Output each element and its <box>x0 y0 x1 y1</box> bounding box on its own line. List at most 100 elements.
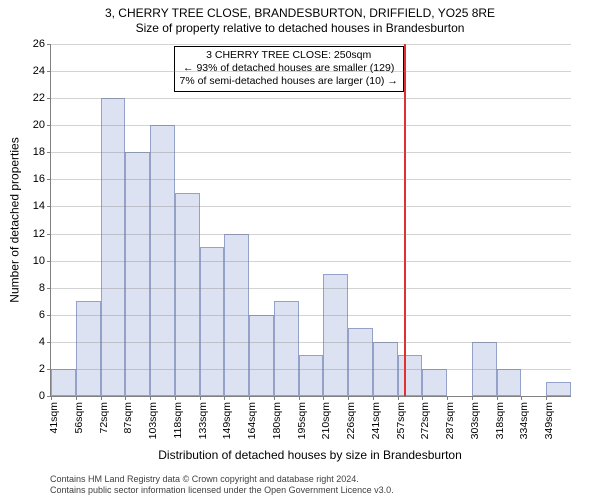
x-tick-label: 272sqm <box>419 402 431 439</box>
x-axis-label: Distribution of detached houses by size … <box>50 448 570 462</box>
y-tick-label: 10 <box>21 255 45 267</box>
annotation-line2: ← 93% of detached houses are smaller (12… <box>180 62 398 75</box>
x-tick-label: 87sqm <box>122 402 134 434</box>
y-tick-label: 4 <box>21 336 45 348</box>
gridline <box>51 315 571 316</box>
y-tick-mark <box>47 71 51 72</box>
x-tick-label: 118sqm <box>172 402 184 439</box>
y-tick-mark <box>47 261 51 262</box>
footer-attribution: Contains HM Land Registry data © Crown c… <box>50 474 394 497</box>
y-tick-label: 20 <box>21 119 45 131</box>
x-tick-label: 257sqm <box>395 402 407 439</box>
y-tick-label: 22 <box>21 92 45 104</box>
x-tick-mark <box>274 396 275 400</box>
x-tick-mark <box>125 396 126 400</box>
y-tick-mark <box>47 369 51 370</box>
y-axis-label-wrap: Number of detached properties <box>8 44 22 396</box>
x-tick-label: 318sqm <box>494 402 506 439</box>
y-tick-label: 14 <box>21 200 45 212</box>
x-tick-label: 180sqm <box>271 402 283 439</box>
y-tick-mark <box>47 125 51 126</box>
y-tick-mark <box>47 179 51 180</box>
histogram-bar <box>175 193 200 396</box>
gridline <box>51 152 571 153</box>
histogram-bar <box>249 315 274 396</box>
gridline <box>51 288 571 289</box>
x-tick-label: 226sqm <box>345 402 357 439</box>
gridline <box>51 206 571 207</box>
y-tick-label: 8 <box>21 282 45 294</box>
histogram-bar <box>101 98 126 396</box>
histogram-bar <box>546 382 571 396</box>
y-axis-label: Number of detached properties <box>8 137 22 302</box>
x-tick-mark <box>249 396 250 400</box>
histogram-bar <box>125 152 150 396</box>
gridline <box>51 234 571 235</box>
y-tick-label: 16 <box>21 173 45 185</box>
x-tick-mark <box>101 396 102 400</box>
x-tick-mark <box>200 396 201 400</box>
histogram-bar <box>200 247 225 396</box>
histogram-bar <box>323 274 348 396</box>
gridline <box>51 125 571 126</box>
annotation-line3: 7% of semi-detached houses are larger (1… <box>180 75 398 88</box>
x-tick-label: 195sqm <box>296 402 308 439</box>
histogram-bar <box>348 328 373 396</box>
histogram-bar <box>497 369 522 396</box>
histogram-bar <box>299 355 324 396</box>
y-tick-label: 2 <box>21 363 45 375</box>
x-tick-mark <box>51 396 52 400</box>
x-tick-label: 103sqm <box>147 402 159 439</box>
x-tick-label: 72sqm <box>98 402 110 434</box>
bars-group <box>51 44 571 396</box>
title-block: 3, CHERRY TREE CLOSE, BRANDESBURTON, DRI… <box>0 6 600 36</box>
gridline <box>51 342 571 343</box>
x-tick-mark <box>472 396 473 400</box>
x-tick-mark <box>521 396 522 400</box>
x-tick-mark <box>224 396 225 400</box>
y-tick-label: 18 <box>21 146 45 158</box>
y-tick-label: 0 <box>21 390 45 402</box>
x-tick-label: 349sqm <box>543 402 555 439</box>
x-tick-mark <box>422 396 423 400</box>
gridline <box>51 261 571 262</box>
y-tick-label: 26 <box>21 38 45 50</box>
y-tick-label: 6 <box>21 309 45 321</box>
chart-title-main: 3, CHERRY TREE CLOSE, BRANDESBURTON, DRI… <box>0 6 600 21</box>
x-tick-label: 41sqm <box>48 402 60 434</box>
x-tick-mark <box>398 396 399 400</box>
chart-container: 3, CHERRY TREE CLOSE, BRANDESBURTON, DRI… <box>0 0 600 500</box>
x-tick-label: 164sqm <box>246 402 258 439</box>
chart-title-sub: Size of property relative to detached ho… <box>0 21 600 36</box>
histogram-bar <box>398 355 423 396</box>
y-tick-mark <box>47 342 51 343</box>
annotation-box: 3 CHERRY TREE CLOSE: 250sqm ← 93% of det… <box>174 46 404 92</box>
y-tick-mark <box>47 288 51 289</box>
x-tick-label: 56sqm <box>73 402 85 434</box>
histogram-bar <box>51 369 76 396</box>
histogram-bar <box>422 369 447 396</box>
y-tick-mark <box>47 152 51 153</box>
x-tick-mark <box>447 396 448 400</box>
footer-line2: Contains public sector information licen… <box>50 485 394 496</box>
x-tick-mark <box>373 396 374 400</box>
footer-line1: Contains HM Land Registry data © Crown c… <box>50 474 394 485</box>
x-tick-label: 287sqm <box>444 402 456 439</box>
y-tick-mark <box>47 98 51 99</box>
x-tick-mark <box>150 396 151 400</box>
y-tick-mark <box>47 315 51 316</box>
x-tick-label: 210sqm <box>320 402 332 439</box>
x-tick-mark <box>76 396 77 400</box>
property-marker-line <box>404 44 406 396</box>
annotation-line1: 3 CHERRY TREE CLOSE: 250sqm <box>180 49 398 62</box>
x-tick-mark <box>546 396 547 400</box>
y-tick-label: 12 <box>21 228 45 240</box>
x-tick-mark <box>299 396 300 400</box>
y-tick-mark <box>47 234 51 235</box>
x-tick-mark <box>348 396 349 400</box>
x-tick-mark <box>323 396 324 400</box>
x-tick-label: 334sqm <box>518 402 530 439</box>
y-tick-label: 24 <box>21 65 45 77</box>
x-tick-label: 149sqm <box>221 402 233 439</box>
gridline <box>51 179 571 180</box>
